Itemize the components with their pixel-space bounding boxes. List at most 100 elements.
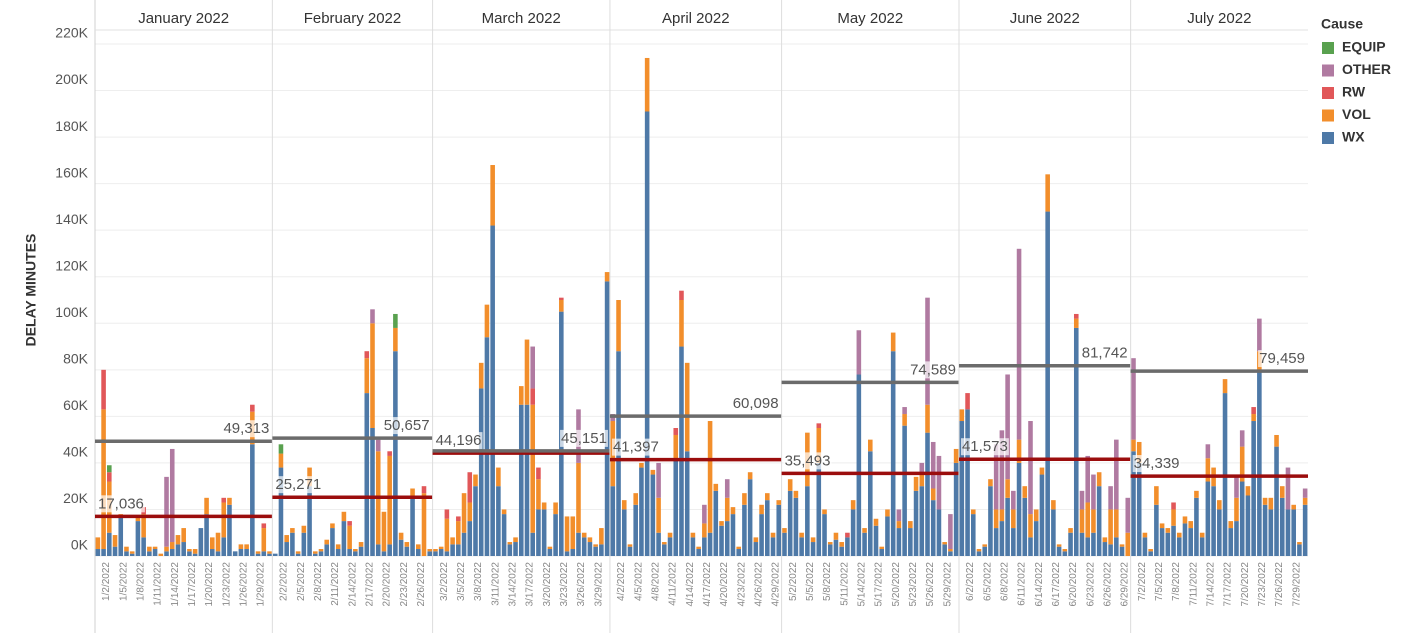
reference-label-bg [1258,350,1306,368]
bar-segment [1291,504,1296,510]
bar-segment [187,549,192,552]
bar-segment [1239,481,1245,556]
bar-segment [1205,481,1211,556]
bar-segment [101,549,106,556]
legend-label: VOL [1342,106,1371,122]
bar-segment [650,469,656,475]
bar-segment [398,532,404,540]
bar-segment [124,551,129,556]
bar-segment [993,528,999,556]
bar-segment [490,225,495,556]
bar-segment [1205,444,1211,459]
bar-segment [816,423,822,428]
bar-segment [484,337,490,556]
bar-segment [370,309,375,324]
bar-segment [679,290,684,300]
bar-segment [1051,509,1056,556]
bar-segment [204,497,209,515]
bar-segment [1297,544,1302,556]
bar-segment [404,542,410,547]
bar-segment [129,553,135,556]
bar-segment [1114,537,1119,556]
bar-segment [902,425,907,556]
reference-label-bg [960,438,1009,456]
bar-segment [364,393,370,556]
bar-segment [278,467,284,556]
y-tick-label: 60K [63,397,89,413]
bar-segment [719,525,724,556]
bar-segment [707,532,713,556]
bar-segment [896,528,902,556]
x-tick-label: 2/11/2022 [330,562,341,606]
bar-segment [570,516,576,550]
x-tick-label: 7/20/2022 [1240,562,1251,607]
bar-segment [976,551,982,556]
x-tick-label: 6/2/2022 [965,562,976,601]
bar-segment [318,549,324,552]
bar-segment [1234,521,1239,556]
bar-segment [227,497,232,505]
bar-segment [204,514,209,556]
x-tick-label: 3/26/2022 [576,562,587,607]
bar-segment [381,511,387,552]
bar-segment [1257,369,1262,556]
bar-segment [341,511,347,522]
bar-segment [1279,497,1285,556]
bar-segment [210,549,215,556]
bar-segment [1091,532,1096,556]
bar-segment [736,546,741,550]
bar-segment [1159,523,1165,529]
bar-segment [593,546,598,556]
bar-segment [1119,544,1125,547]
legend-title: Cause [1321,16,1363,32]
bar-segment [621,509,627,556]
bar-segment [198,528,204,556]
x-tick-label: 3/23/2022 [559,562,570,607]
bar-segment [210,537,215,550]
reference-label: 17,036 [98,495,144,512]
bar-segment [1171,502,1176,510]
bar-segment [1056,546,1062,556]
bar-segment [1056,544,1062,547]
bar-segment [278,444,284,454]
bar-segment [662,544,667,556]
x-tick-label: 4/29/2022 [771,562,782,607]
x-tick-label: 5/8/2022 [822,562,833,601]
y-tick-label: 40K [63,444,89,460]
reference-label-bg [274,476,323,494]
bar-segment [765,500,770,556]
bar-segment [507,544,513,556]
bar-segment [868,439,873,452]
bar-segment [530,532,535,556]
bar-segment [782,528,787,533]
bar-segment [501,509,507,515]
bar-segment [1045,211,1050,556]
bar-segment [559,297,564,300]
x-tick-label: 4/20/2022 [719,562,730,607]
bar-segment [879,546,885,550]
bar-segment [513,537,518,543]
x-tick-label: 7/17/2022 [1223,562,1234,607]
bar-segment [816,428,822,463]
bar-segment [1165,532,1171,556]
x-tick-label: 5/26/2022 [925,562,936,607]
legend-swatch [1322,87,1334,99]
bar-segment [1268,509,1274,556]
bar-segment [862,532,867,556]
bar-segment [107,472,112,482]
bar-segment [845,537,850,556]
x-tick-label: 1/17/2022 [187,562,198,607]
bar-segment [244,544,249,550]
bar-segment [559,300,564,312]
bar-segment [1011,509,1016,529]
bar-segment [1022,486,1028,498]
bar-segment [524,339,530,405]
bar-segment [908,528,913,556]
bar-segment [324,539,330,545]
bar-segment [948,551,953,556]
bar-segment [141,514,146,538]
bar-segment [1194,490,1199,498]
x-tick-label: 2/17/2022 [364,562,375,607]
bar-segment [272,553,278,556]
bar-segment [650,474,656,556]
